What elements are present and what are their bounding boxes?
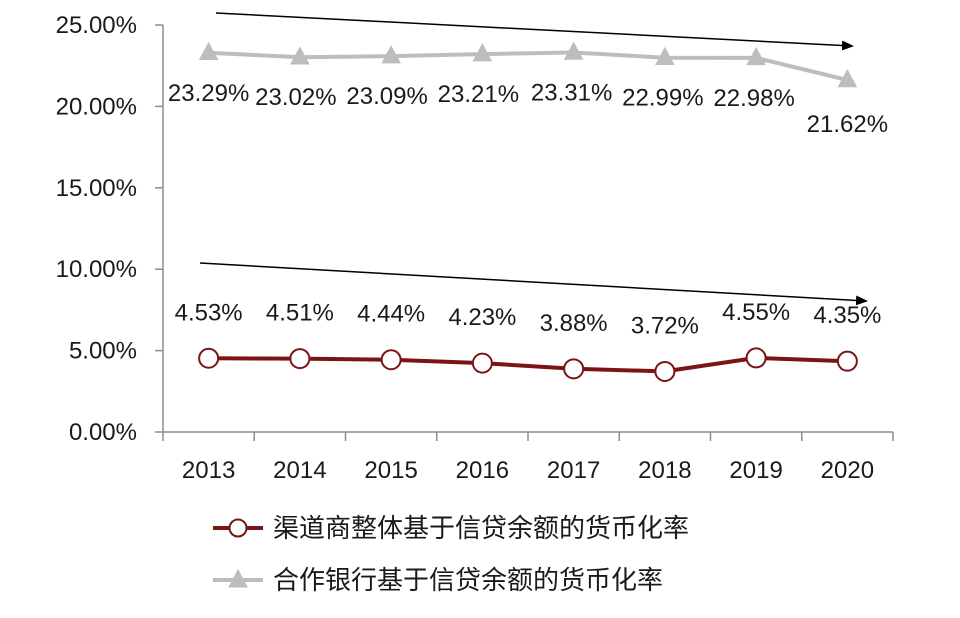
legend-label-bank: 合作银行基于信贷余额的货币化率	[273, 565, 663, 595]
data-label-channel: 4.44%	[357, 301, 425, 328]
data-point-channel	[745, 347, 767, 369]
trend-arrow-channel	[199, 262, 868, 306]
data-point-bank	[290, 46, 310, 65]
data-point-bank	[563, 41, 584, 60]
series-line-channel	[208, 355, 848, 374]
data-label-channel: 4.53%	[175, 299, 243, 326]
x-tick-label: 2013	[182, 457, 235, 484]
data-label-bank: 23.09%	[346, 83, 427, 110]
y-tick-label: 5.00%	[69, 338, 137, 365]
data-label-channel: 4.23%	[448, 304, 516, 331]
legend-label-channel: 渠道商整体基于信贷余额的货币化率	[273, 513, 689, 543]
legend-marker-bank	[228, 568, 248, 588]
x-tick-label: 2020	[821, 457, 874, 484]
data-label-bank: 23.29%	[168, 80, 249, 107]
data-label-channel: 3.72%	[631, 312, 699, 339]
data-label-bank: 23.21%	[438, 81, 519, 108]
y-tick-label: 25.00%	[56, 12, 137, 39]
data-point-channel	[563, 358, 585, 380]
data-point-bank	[472, 43, 493, 62]
data-point-channel	[654, 360, 676, 382]
x-tick-label: 2017	[547, 457, 600, 484]
data-point-channel	[836, 350, 858, 372]
data-point-channel	[198, 347, 220, 369]
data-point-channel	[289, 348, 311, 370]
data-point-bank	[198, 41, 219, 61]
legend-marker-channel	[228, 518, 248, 538]
x-tick-label: 2016	[456, 457, 509, 484]
data-point-channel	[380, 349, 402, 371]
x-tick-label: 2014	[273, 457, 326, 484]
data-point-bank	[381, 45, 401, 64]
x-tick-label: 2019	[729, 457, 782, 484]
y-tick-label: 0.00%	[69, 419, 137, 446]
data-label-channel: 4.55%	[722, 299, 790, 326]
data-point-channel	[471, 352, 493, 374]
x-tick-label: 2018	[638, 457, 691, 484]
data-label-bank: 21.62%	[807, 111, 888, 138]
data-label-bank: 22.99%	[622, 85, 703, 112]
data-point-bank	[837, 69, 858, 88]
data-point-bank	[655, 46, 675, 65]
trend-arrow-bank	[215, 12, 854, 51]
x-tick-label: 2015	[364, 457, 417, 484]
series-line-bank	[208, 50, 848, 82]
data-label-bank: 23.02%	[255, 84, 336, 111]
data-label-channel: 4.51%	[266, 300, 334, 327]
y-tick-label: 10.00%	[56, 256, 137, 283]
data-label-bank: 23.31%	[531, 80, 612, 107]
data-label-channel: 4.35%	[813, 302, 881, 329]
y-tick-label: 15.00%	[56, 175, 137, 202]
y-tick-label: 20.00%	[56, 93, 137, 120]
data-label-channel: 3.88%	[540, 310, 608, 337]
data-point-bank	[746, 46, 766, 66]
data-label-bank: 22.98%	[713, 85, 794, 112]
